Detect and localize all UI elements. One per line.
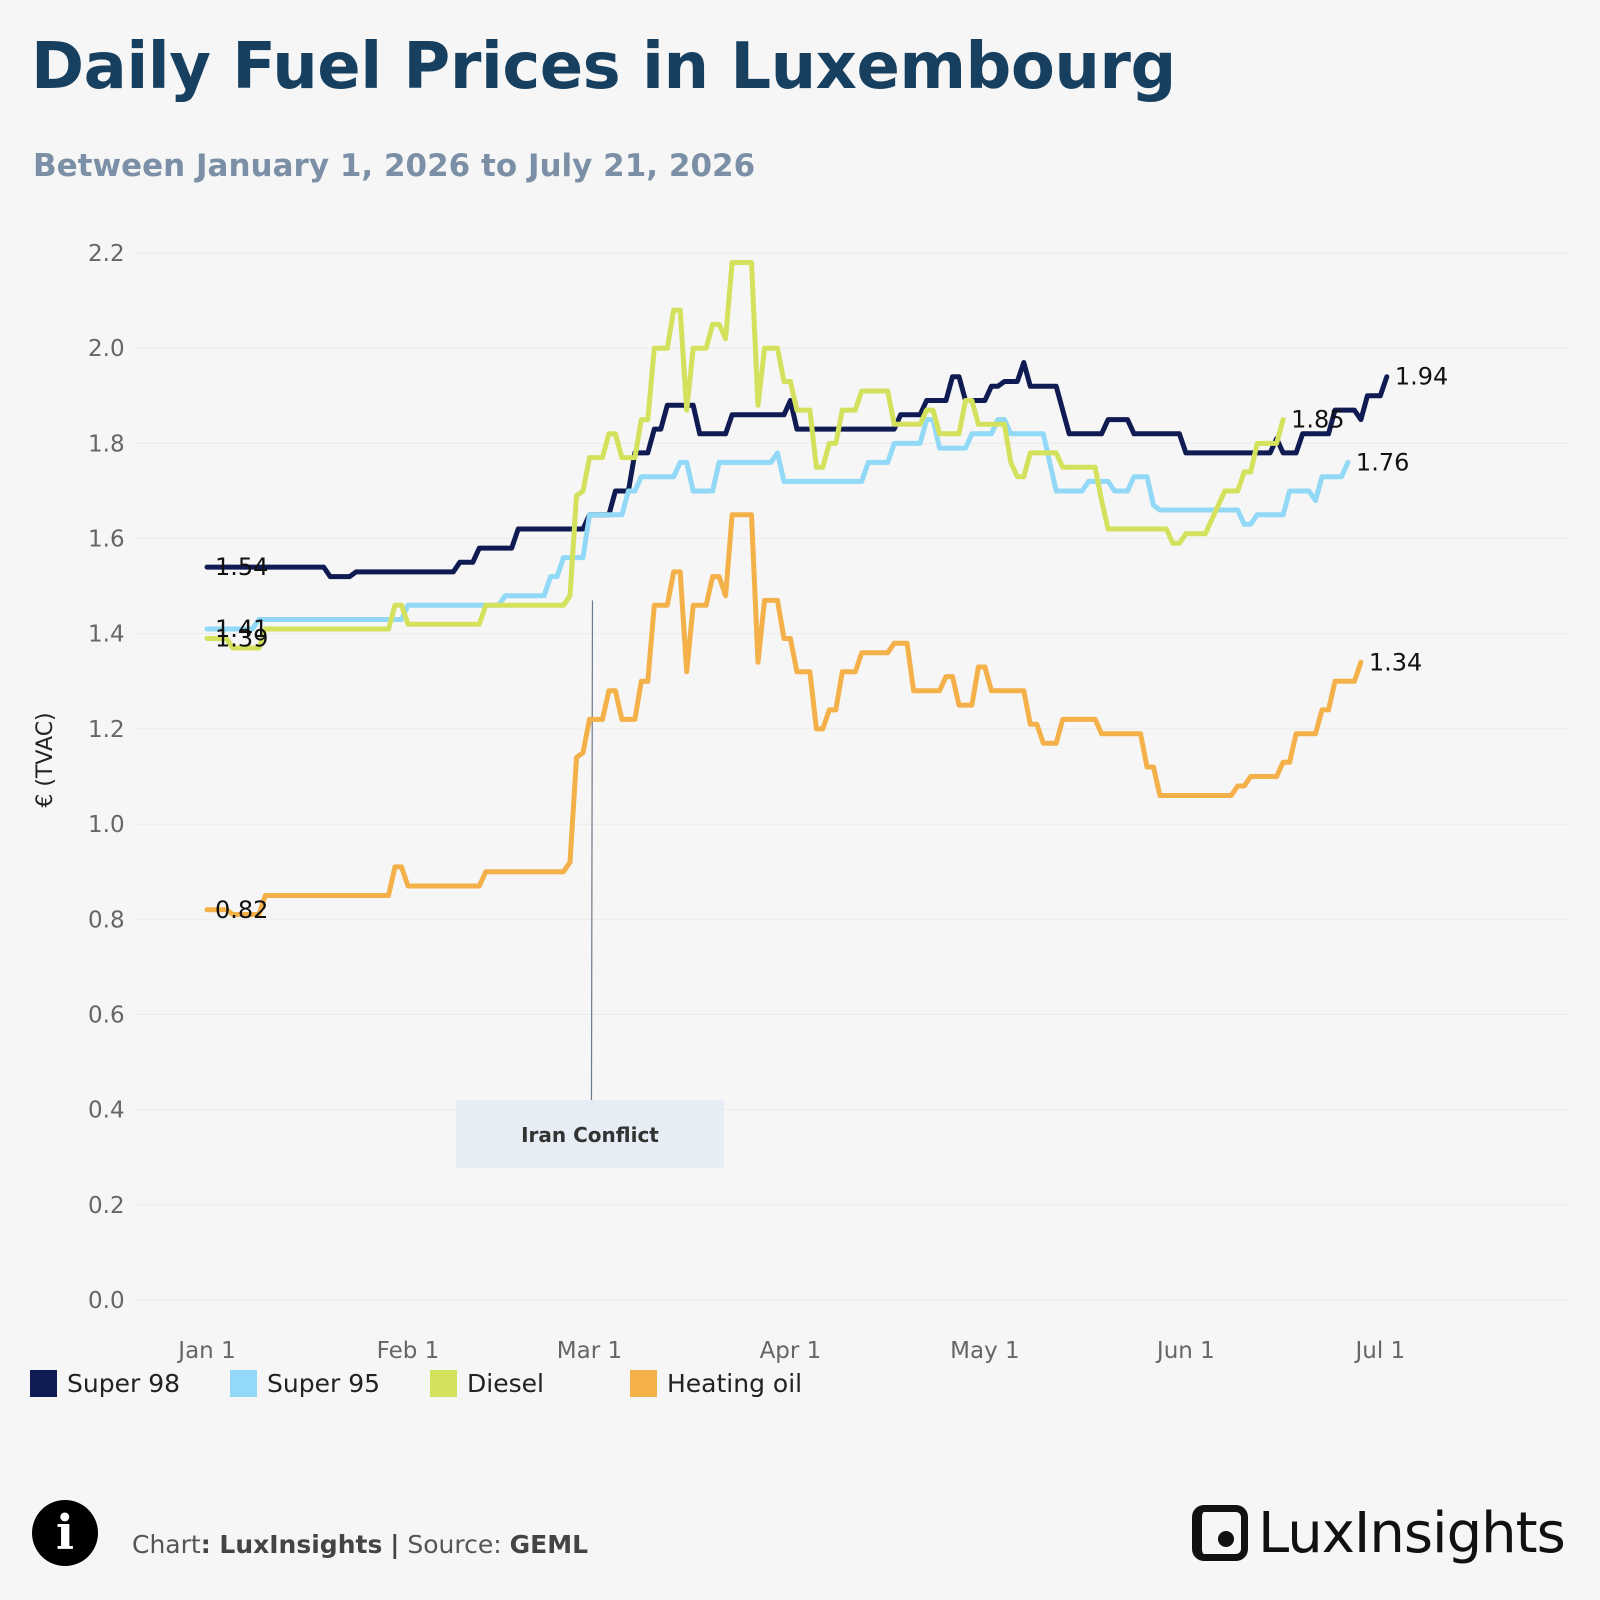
y-tick-label: 1.4 xyxy=(88,622,125,648)
legend-item-heating-oil[interactable]: Heating oil xyxy=(630,1369,802,1398)
legend-label: Super 98 xyxy=(67,1369,181,1398)
line-chart: 0.0 0.2 0.4 0.6 0.8 1.0 1.2 1.4 1.6 1.8 2.0 2.2 Jan… xyxy=(33,241,1570,1364)
y-tick-label: 1.0 xyxy=(88,812,125,838)
chart-credits: Chart: LuxInsights | Source: GEML xyxy=(132,1530,588,1559)
y-tick-label: 0.6 xyxy=(88,1002,125,1028)
info-icon[interactable]: i xyxy=(32,1500,98,1566)
y-axis-ticks: 0.0 0.2 0.4 0.6 0.8 1.0 1.2 1.4 1.6 1.8 2.0 2.2 xyxy=(88,241,125,1314)
info-glyph: i xyxy=(55,1505,75,1561)
start-label-diesel: 1.39 xyxy=(215,624,268,652)
series-lines xyxy=(204,260,1390,917)
legend-item-super-98[interactable]: Super 98 xyxy=(30,1369,180,1398)
annotation-box xyxy=(456,1100,724,1168)
credit-chart-brand: : LuxInsights xyxy=(200,1530,383,1559)
credit-source-prefix: Source: xyxy=(407,1530,502,1559)
credit-source-name: GEML xyxy=(509,1530,589,1559)
legend: Super 98 Super 95 Diesel Heating oil xyxy=(30,1369,930,1399)
chart-subtitle: Between January 1, 2026 to July 21, 2026 xyxy=(33,148,756,184)
legend-label: Super 95 xyxy=(267,1369,381,1398)
series-line-super-95 xyxy=(204,417,1351,632)
start-label-heating-oil: 0.82 xyxy=(215,896,268,924)
start-label-super-95: 1.41 xyxy=(215,615,268,643)
end-label-super-98: 1.94 xyxy=(1395,363,1448,391)
y-tick-label: 0.8 xyxy=(88,907,125,933)
legend-swatch xyxy=(430,1370,457,1397)
series-line-super-98 xyxy=(204,360,1390,580)
credit-chart-prefix: Chart xyxy=(132,1530,201,1559)
logo-mark-icon xyxy=(1192,1505,1248,1561)
x-tick-label: Jun 1 xyxy=(1155,1338,1215,1364)
x-tick-label: Jan 1 xyxy=(176,1338,235,1364)
credit-separator: | xyxy=(390,1530,400,1559)
legend-swatch xyxy=(230,1370,257,1397)
x-tick-label: Apr 1 xyxy=(760,1338,822,1364)
y-tick-label: 0.4 xyxy=(88,1098,125,1124)
annotation-leader-line xyxy=(590,600,594,1101)
legend-label: Heating oil xyxy=(667,1369,803,1398)
series-line-diesel xyxy=(204,260,1286,651)
y-tick-label: 1.6 xyxy=(88,527,125,553)
y-tick-label: 0.0 xyxy=(88,1288,125,1314)
series-line-heating-oil xyxy=(204,512,1364,917)
x-tick-label: Feb 1 xyxy=(377,1338,440,1364)
y-tick-label: 1.2 xyxy=(88,717,125,743)
legend-item-super-95[interactable]: Super 95 xyxy=(230,1369,380,1398)
brand-logo: LuxInsights xyxy=(1192,1498,1566,1568)
chart-title: Daily Fuel Prices in Luxembourg xyxy=(31,30,1176,104)
x-tick-label: Jul 1 xyxy=(1353,1338,1405,1364)
x-tick-label: May 1 xyxy=(950,1338,1020,1364)
start-label-super-98: 1.54 xyxy=(215,553,268,581)
series-end-labels: 1.54 1.94 1.41 1.76 1.39 1.85 0.82 1.34 xyxy=(215,363,1448,924)
x-tick-label: Mar 1 xyxy=(557,1338,622,1364)
y-tick-label: 2.2 xyxy=(88,241,125,267)
y-tick-label: 0.2 xyxy=(88,1193,125,1219)
x-axis-ticks: Jan 1 Feb 1 Mar 1 Apr 1 May 1 Jun 1 Jul 1 xyxy=(176,1338,1405,1364)
grid-lines xyxy=(135,252,1570,1301)
end-label-diesel: 1.85 xyxy=(1291,406,1344,434)
annotation-label: Iran Conflict xyxy=(521,1123,659,1147)
end-label-super-95: 1.76 xyxy=(1356,448,1409,476)
y-tick-label: 1.8 xyxy=(88,431,125,457)
y-tick-label: 2.0 xyxy=(88,336,125,362)
y-axis-label: € (TVAC) xyxy=(33,712,58,807)
annotation-iran-conflict: Iran Conflict xyxy=(456,600,724,1168)
legend-label: Diesel xyxy=(467,1369,544,1398)
legend-item-diesel[interactable]: Diesel xyxy=(430,1369,544,1398)
legend-swatch xyxy=(630,1370,657,1397)
end-label-heating-oil: 1.34 xyxy=(1369,648,1422,676)
legend-swatch xyxy=(30,1370,57,1397)
logo-text: LuxInsights xyxy=(1258,1500,1566,1566)
